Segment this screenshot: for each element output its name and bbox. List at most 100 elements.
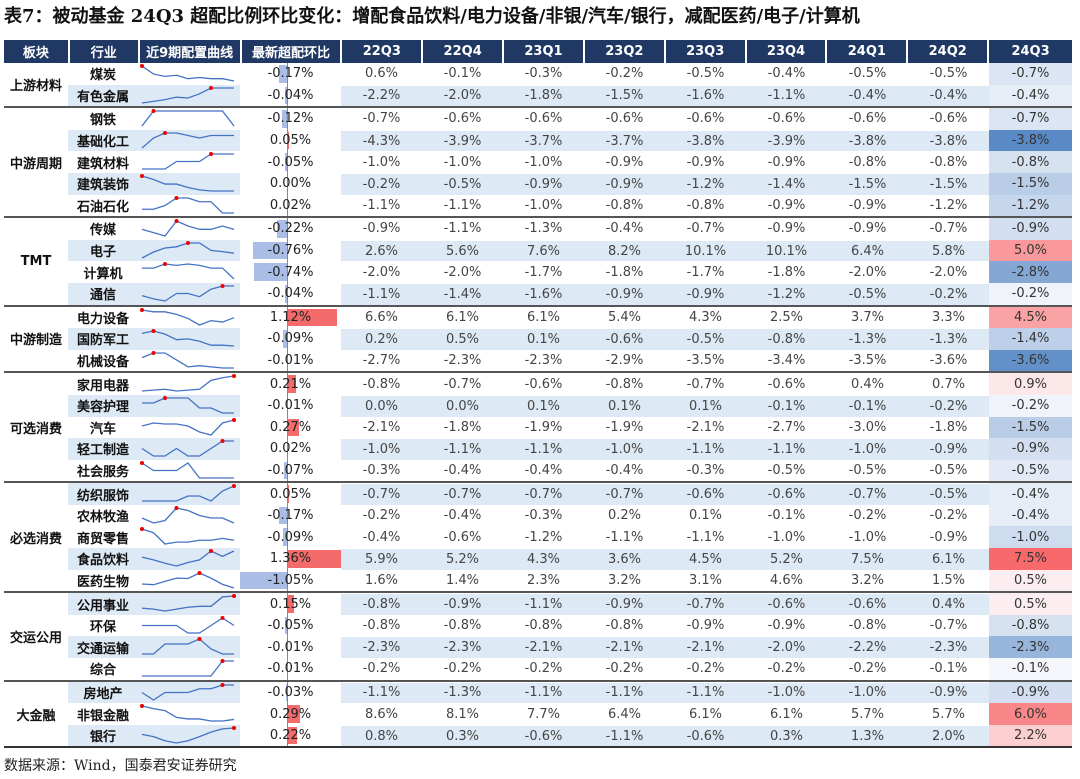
industry-name: 房地产 bbox=[68, 681, 138, 704]
quarter-value: 5.8% bbox=[908, 239, 989, 262]
sparkline-cell bbox=[138, 350, 240, 372]
quarter-value-24q3: -3.8% bbox=[989, 129, 1072, 152]
table-row: 交通运输 -0.01% -2.3% -2.3% -2.1% -2.1% -2.1% -2.0%… bbox=[68, 636, 1072, 659]
latest-change-value: 0.05% bbox=[269, 133, 312, 149]
header-22q3: 22Q3 bbox=[342, 40, 424, 63]
sparkline-max-marker bbox=[232, 594, 236, 599]
industry-name: 环保 bbox=[89, 620, 116, 636]
quarter-value: -1.0% bbox=[767, 529, 806, 545]
latest-change-value: -1.05% bbox=[267, 572, 314, 588]
latest-change-cell: 1.36% bbox=[240, 548, 341, 570]
quarter-value: -1.6% bbox=[665, 84, 746, 107]
sparkline-line bbox=[142, 617, 235, 634]
quarter-value: -0.6% bbox=[665, 724, 746, 747]
zero-axis bbox=[287, 526, 288, 549]
quarter-value: -0.3% bbox=[362, 462, 401, 478]
quarter-value: -2.3% bbox=[908, 636, 989, 659]
table-row: 环保 -0.05% -0.8% -0.8% -0.8% -0.8% -0.9% -0.9% -0… bbox=[68, 614, 1072, 637]
quarter-value: -1.0% bbox=[848, 529, 887, 545]
quarter-value: -0.2% bbox=[362, 661, 401, 677]
header-23q3: 23Q3 bbox=[666, 40, 747, 63]
quarter-value: -0.9% bbox=[929, 529, 968, 545]
quarter-value-24q3: 7.5% bbox=[989, 548, 1072, 570]
quarter-value: 6.1% bbox=[526, 309, 561, 325]
latest-change-cell: -0.74% bbox=[240, 261, 341, 283]
sector-group: 大金融 房地产 -0.03% -1.1% -1.3% -1.1% -1.1% -1.1% -1.… bbox=[4, 681, 1072, 749]
sparkline bbox=[140, 527, 235, 546]
quarter-value: -0.9% bbox=[584, 282, 665, 305]
sector-group: 必选消费 纺织服饰 0.05% -0.7% -0.7% -0.7% -0.7% -0.6% -0… bbox=[4, 483, 1072, 594]
quarter-value: 0.1% bbox=[503, 394, 584, 417]
quarter-value: -1.9% bbox=[605, 419, 644, 435]
quarter-value: 6.4% bbox=[827, 239, 908, 262]
quarter-value: -0.2% bbox=[605, 66, 644, 82]
latest-change-cell: -0.22% bbox=[240, 218, 341, 240]
sparkline-cell bbox=[138, 218, 240, 240]
table-row: 传媒 -0.22% -0.9% -1.1% -1.3% -0.4% -0.7% -0.9% -0… bbox=[68, 218, 1072, 240]
latest-change-bar bbox=[282, 528, 287, 547]
table-row: 通信 -0.04% -1.1% -1.4% -1.6% -0.9% -0.9% -1.2% -0… bbox=[68, 282, 1072, 305]
industry-name: 电力设备 bbox=[76, 311, 129, 327]
quarter-value: -1.5% bbox=[584, 84, 665, 107]
quarter-value: -1.1% bbox=[362, 197, 401, 213]
industry-name: 医药生物 bbox=[76, 574, 129, 590]
latest-change-bar bbox=[285, 86, 287, 105]
industry-name: 纺织服饰 bbox=[68, 483, 138, 505]
sparkline-cell bbox=[138, 438, 240, 460]
latest-change-cell: -0.12% bbox=[240, 108, 341, 130]
quarter-value: -0.6% bbox=[605, 111, 644, 127]
quarter-value: 0.1% bbox=[503, 328, 584, 350]
sparkline-max-marker bbox=[232, 417, 236, 422]
quarter-value: 0.6% bbox=[364, 66, 399, 82]
quarter-value: -2.9% bbox=[605, 353, 644, 369]
quarter-value: -1.1% bbox=[746, 84, 827, 107]
quarter-value: -1.1% bbox=[665, 681, 746, 704]
latest-change-value: -0.04% bbox=[267, 87, 314, 103]
industry-name: 钢铁 bbox=[89, 113, 116, 129]
quarter-value: 2.0% bbox=[908, 724, 989, 747]
quarter-value: -0.7% bbox=[362, 111, 401, 127]
zero-axis bbox=[287, 239, 288, 262]
table-row: 农林牧渔 -0.17% -0.2% -0.4% -0.3% 0.2% 0.1% -0.1% -0… bbox=[68, 504, 1072, 527]
header-latest-change: 最新超配环比 bbox=[242, 40, 343, 63]
quarter-value: -2.7% bbox=[362, 353, 401, 369]
quarter-value: 10.1% bbox=[746, 239, 827, 262]
latest-change-bar bbox=[287, 726, 297, 745]
quarter-value: -1.1% bbox=[443, 197, 482, 213]
quarter-value: 1.6% bbox=[364, 572, 399, 588]
quarter-value: -0.5% bbox=[929, 66, 968, 82]
quarter-value: -1.1% bbox=[341, 282, 422, 305]
latest-change-value: -0.22% bbox=[267, 221, 314, 237]
sparkline-max-marker bbox=[174, 219, 179, 224]
quarter-value: -1.1% bbox=[665, 438, 746, 460]
quarter-value: -2.1% bbox=[665, 636, 746, 659]
sparkline-max-marker bbox=[151, 350, 156, 355]
industry-name: 农林牧渔 bbox=[76, 510, 129, 526]
quarter-value: -1.8% bbox=[443, 419, 482, 435]
quarter-value: -0.7% bbox=[686, 221, 725, 237]
quarter-value: 5.4% bbox=[607, 309, 642, 325]
quarter-value-24q3: -0.5% bbox=[989, 459, 1072, 482]
quarter-value: -0.2% bbox=[848, 661, 887, 677]
zero-axis bbox=[287, 703, 288, 725]
table-row: 电子 -0.76% 2.6% 5.6% 7.6% 8.2% 10.1% 10.1% 6.4% 5.… bbox=[68, 239, 1072, 262]
zero-axis bbox=[287, 483, 288, 505]
quarter-value: 6.1% bbox=[769, 706, 804, 722]
quarter-value-24q3: 5.0% bbox=[989, 239, 1072, 262]
sparkline-cell bbox=[138, 282, 240, 305]
sparkline-cell bbox=[138, 373, 240, 395]
header-23q1: 23Q1 bbox=[504, 40, 585, 63]
sector-group: 上游材料 煤炭 -0.17% 0.6% -0.1% -0.3% -0.2% -0.5% -0.4… bbox=[4, 63, 1072, 109]
latest-change-bar bbox=[284, 616, 287, 635]
sparkline-line bbox=[141, 175, 234, 192]
header-23q2: 23Q2 bbox=[585, 40, 666, 63]
zero-axis bbox=[287, 394, 288, 417]
latest-change-cell: -0.01% bbox=[240, 658, 341, 680]
quarter-value-24q3: -1.0% bbox=[989, 526, 1072, 549]
quarter-value: -2.3% bbox=[443, 353, 482, 369]
sparkline-line bbox=[142, 638, 234, 656]
quarter-value: 7.5% bbox=[827, 548, 908, 570]
latest-change-cell: -0.17% bbox=[240, 504, 341, 527]
quarter-value: 7.7% bbox=[526, 706, 561, 722]
quarter-value: 8.2% bbox=[584, 239, 665, 262]
